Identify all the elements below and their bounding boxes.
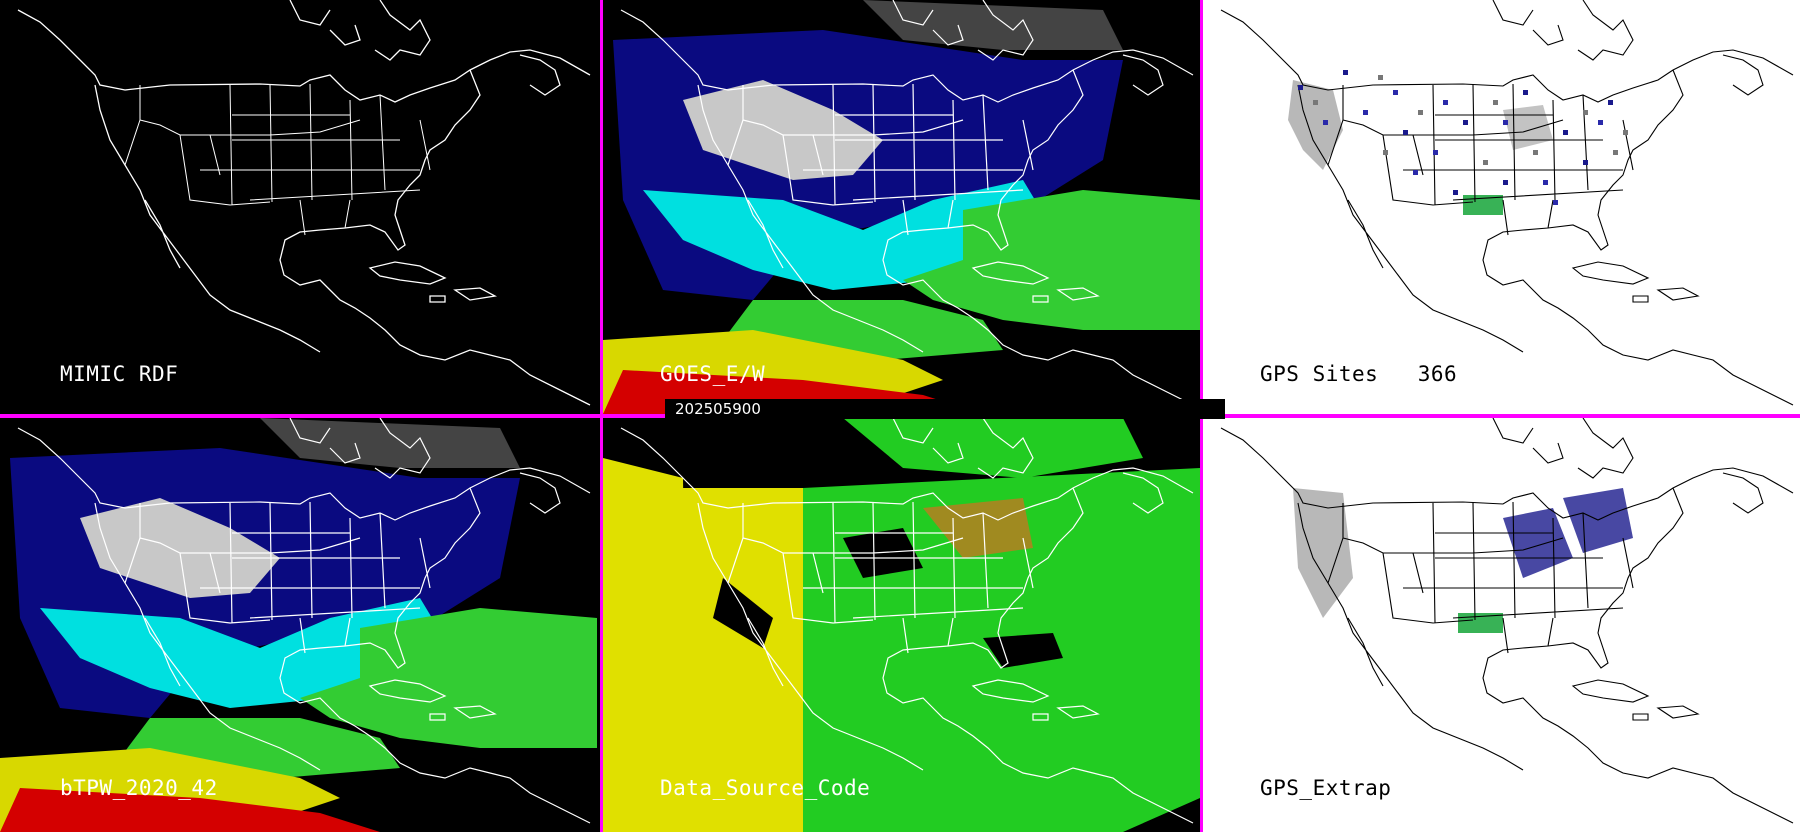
- panel-data-source-code: Data_Source_Code: [603, 418, 1200, 832]
- panel-mimic-rdf: MIMIC RDF: [0, 0, 600, 414]
- panel-goes: GOES_E/W: [603, 0, 1200, 414]
- timestamp-bar: 202505900: [665, 399, 1225, 419]
- mimic-map: [17, 0, 591, 406]
- panel-label-btpw: bTPW_2020_42: [60, 776, 218, 800]
- panel-label-data-source: Data_Source_Code: [660, 776, 871, 800]
- panel-gps-sites: GPS Sites 366: [1203, 0, 1800, 414]
- goes-map: [603, 0, 1200, 414]
- panel-label-gps-extrap: GPS_Extrap: [1260, 776, 1392, 800]
- panel-label-gps-sites: GPS Sites 366: [1260, 362, 1458, 386]
- gps-extrap-map: [1220, 418, 1794, 824]
- panel-label-mimic: MIMIC RDF: [60, 362, 179, 386]
- data-source-map: [603, 418, 1200, 832]
- btpw-map: [0, 418, 597, 832]
- panel-btpw: bTPW_2020_42: [0, 418, 600, 832]
- panel-label-goes: GOES_E/W: [660, 362, 766, 386]
- gps-sites-map: [1220, 0, 1794, 406]
- panel-gps-extrap: GPS_Extrap: [1203, 418, 1800, 832]
